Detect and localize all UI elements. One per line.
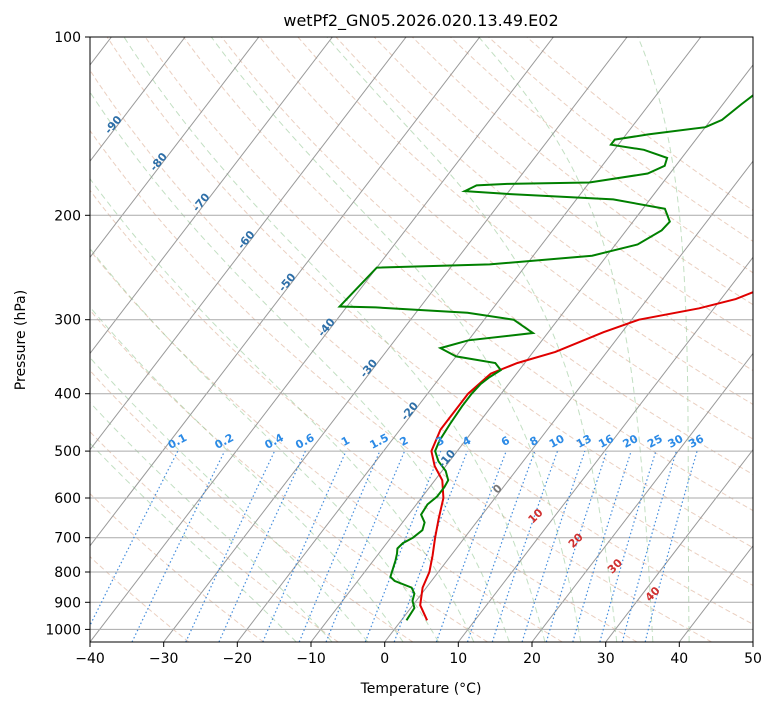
moist-adiabat bbox=[637, 37, 690, 642]
dry-adiabat bbox=[90, 493, 264, 642]
moist-adiabat bbox=[90, 247, 439, 642]
mixing-ratio-line bbox=[262, 450, 347, 642]
dry-adiabat bbox=[90, 556, 190, 642]
moist-adiabat bbox=[90, 442, 297, 642]
x-tick-label: 40 bbox=[670, 651, 688, 667]
moist-adiabat bbox=[478, 37, 654, 642]
plot-frame bbox=[89, 36, 754, 643]
moist-adiabat bbox=[210, 37, 582, 642]
x-tick-label: 30 bbox=[597, 651, 615, 667]
dry-adiabat bbox=[259, 37, 753, 440]
series-layer bbox=[337, 94, 753, 621]
y-tick-label: 600 bbox=[54, 491, 81, 507]
mixing-ratio-line bbox=[491, 450, 559, 642]
mixing-ratio-line bbox=[393, 450, 468, 642]
x-tick-label: −10 bbox=[296, 651, 326, 667]
moist-adiabat bbox=[90, 356, 369, 642]
moist-adiabat bbox=[90, 306, 404, 642]
x-tick-label: 20 bbox=[523, 651, 541, 667]
mixing-ratio-label: 25 bbox=[645, 432, 665, 451]
dry-adiabat bbox=[90, 309, 488, 642]
x-axis-label: Temperature (°C) bbox=[360, 681, 482, 697]
isotherm bbox=[90, 37, 333, 355]
mixing-ratio-line bbox=[364, 450, 442, 642]
y-tick-label: 400 bbox=[54, 387, 81, 403]
isotherm bbox=[310, 64, 753, 642]
dry-adiabat bbox=[297, 37, 753, 405]
moist-adiabat bbox=[123, 37, 546, 642]
mixing-ratio-label: 36 bbox=[686, 432, 706, 451]
mixing-ratio-label: 13 bbox=[574, 432, 594, 451]
dry-adiabat bbox=[90, 249, 563, 642]
mixing-ratio-line bbox=[466, 450, 536, 642]
mixing-ratio-line bbox=[435, 450, 507, 642]
axes-layer: −40 −30 −20 −10 0 10 20 30 40 50 100 200 300 400 500 60… bbox=[45, 30, 762, 667]
x-tick-label: 0 bbox=[380, 651, 389, 667]
moist-adiabat bbox=[326, 37, 618, 642]
y-tick-label: 200 bbox=[54, 208, 81, 224]
y-tick-label: 800 bbox=[54, 565, 81, 581]
isotherm bbox=[163, 37, 628, 642]
isotherm bbox=[531, 352, 753, 642]
isotherm bbox=[90, 37, 554, 642]
dry-adiabat bbox=[411, 37, 753, 306]
dry-adiabat bbox=[106, 37, 753, 587]
isotherm bbox=[90, 37, 481, 547]
x-tick-label: 50 bbox=[744, 651, 762, 667]
isotherm bbox=[90, 37, 260, 259]
moist-adiabat bbox=[90, 401, 333, 642]
chart-title: wetPf2_GN05.2026.020.13.49.E02 bbox=[283, 11, 558, 31]
dry-adiabat bbox=[90, 189, 638, 642]
mixing-ratio-label: 30 bbox=[666, 432, 686, 451]
isotherm bbox=[90, 37, 407, 451]
y-tick-label: 500 bbox=[54, 444, 81, 460]
moist-adiabat bbox=[90, 177, 475, 642]
temperature-profile bbox=[419, 291, 753, 621]
moist-adiabat bbox=[90, 91, 510, 642]
y-tick-label: 1000 bbox=[45, 622, 81, 638]
isotherm bbox=[605, 448, 753, 642]
isotherm bbox=[90, 37, 186, 162]
dewpoint-profile bbox=[337, 94, 753, 621]
mixing-ratio-line bbox=[599, 450, 657, 642]
x-tick-label: −30 bbox=[149, 651, 179, 667]
mixing-ratio-line bbox=[90, 450, 179, 627]
x-tick-label: 10 bbox=[449, 651, 467, 667]
dry-adiabat bbox=[183, 37, 753, 512]
mixing-ratio-line bbox=[572, 450, 632, 642]
y-tick-label: 900 bbox=[54, 595, 81, 611]
mixing-ratio-line bbox=[325, 450, 406, 642]
y-axis-label: Pressure (hPa) bbox=[13, 290, 29, 390]
mixing-ratio-line bbox=[644, 450, 698, 642]
mixing-ratio-label: 20 bbox=[621, 432, 641, 451]
dry-adiabat bbox=[90, 69, 753, 625]
x-tick-label: −40 bbox=[75, 651, 105, 667]
mixing-ratio-line bbox=[298, 450, 381, 642]
mixing-ratio-line bbox=[621, 450, 677, 642]
x-tick-label: −20 bbox=[223, 651, 253, 667]
mixing-ratio-line bbox=[521, 450, 586, 642]
y-tick-label: 300 bbox=[54, 313, 81, 329]
mixing-ratio-line bbox=[545, 450, 608, 642]
isotherm bbox=[384, 160, 753, 642]
y-tick-label: 100 bbox=[54, 30, 81, 46]
isotherm bbox=[457, 256, 753, 642]
y-tick-label: 700 bbox=[54, 531, 81, 547]
mixing-ratio-label: 16 bbox=[596, 432, 616, 451]
mixing-ratio-label: 10 bbox=[547, 432, 567, 451]
